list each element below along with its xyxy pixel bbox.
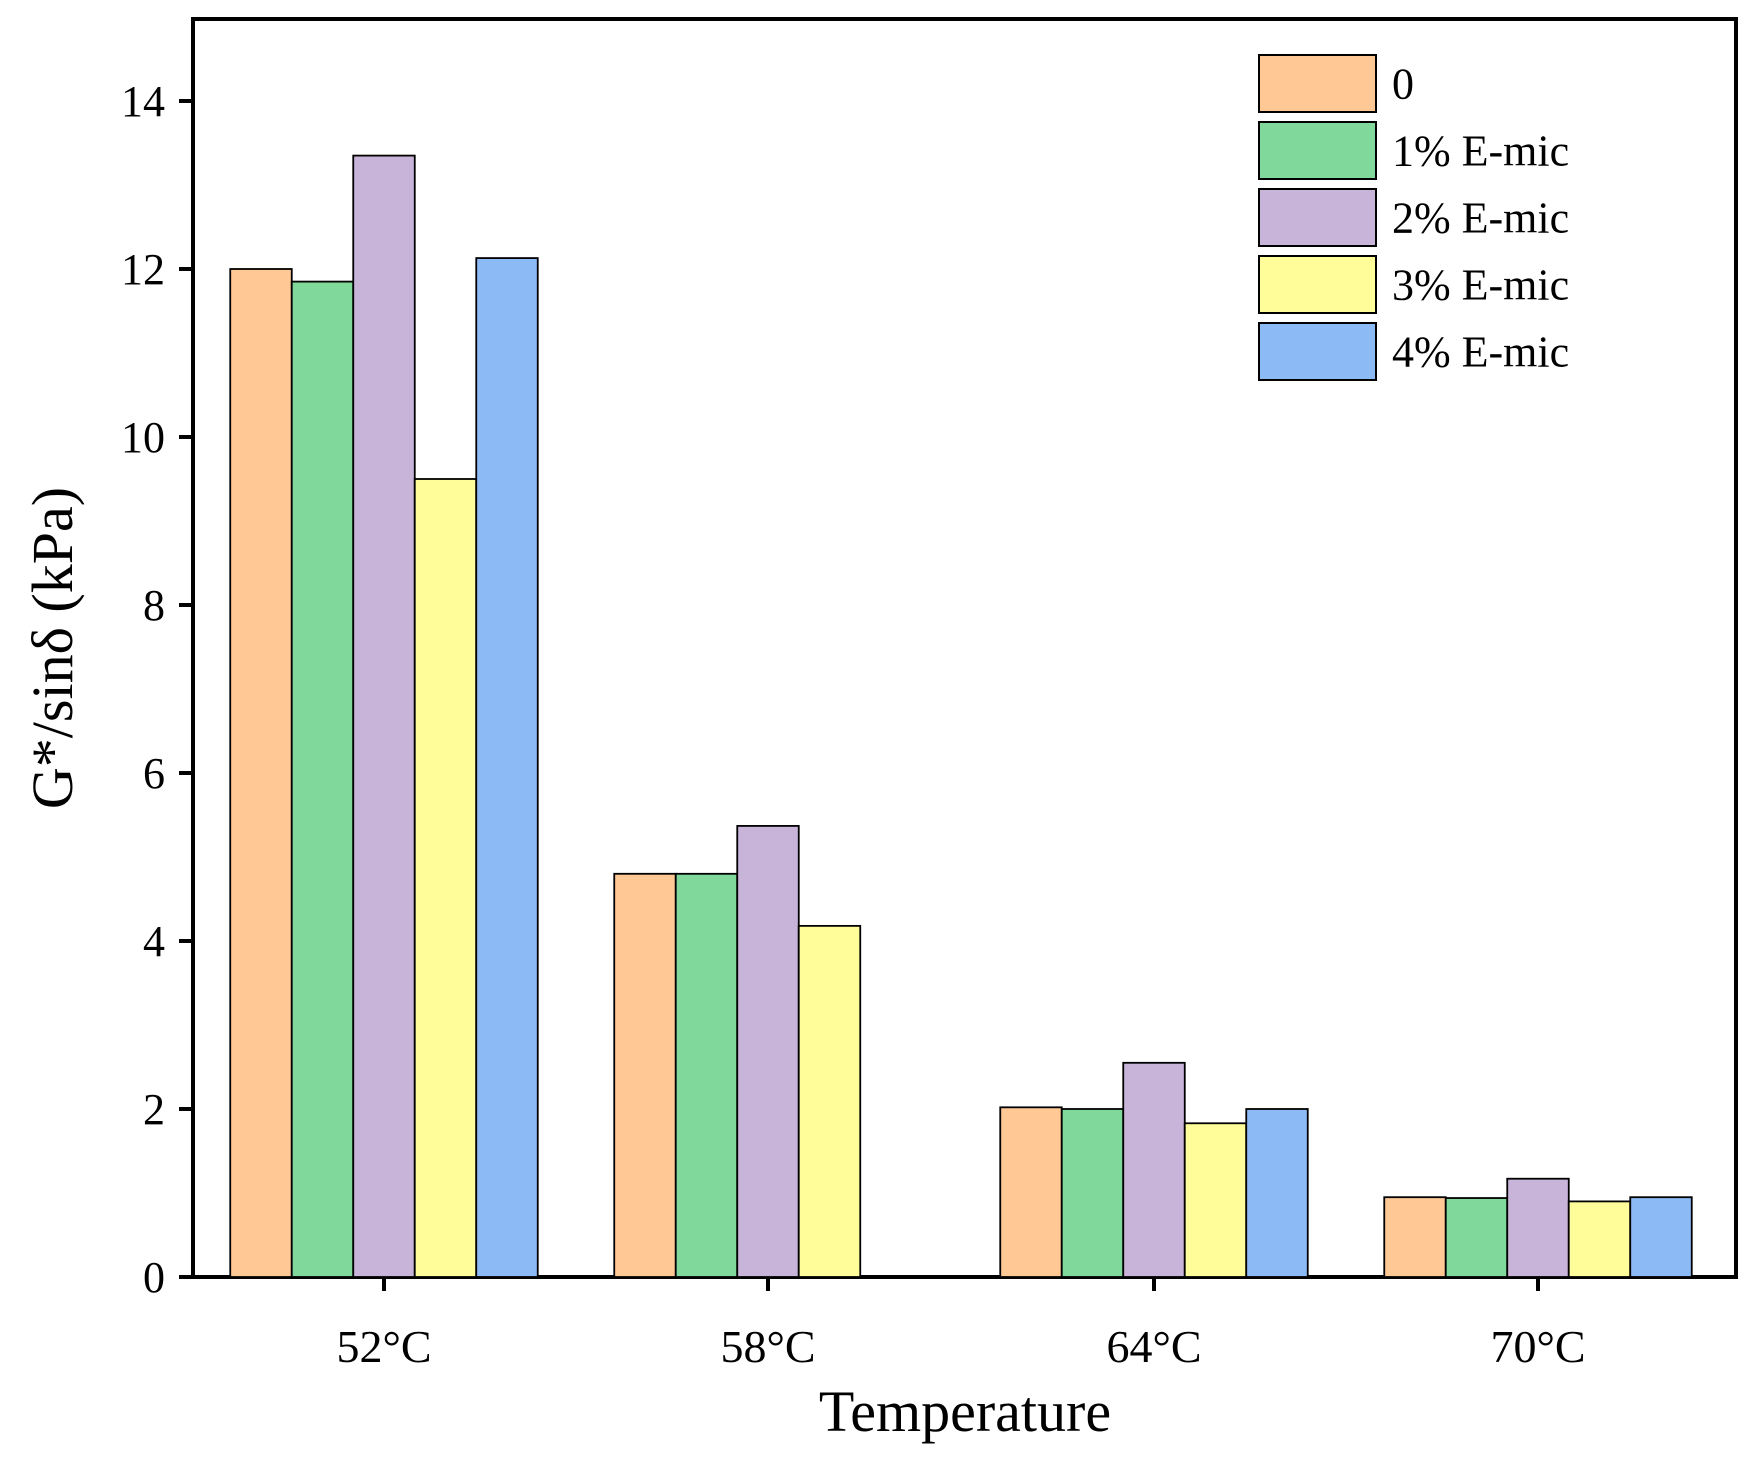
bars-group (229, 154, 1693, 1278)
legend-label-3: 3% E-mic (1392, 261, 1569, 310)
bar-70C-series-2 (1506, 1177, 1570, 1278)
y-tick-label: 0 (143, 1253, 165, 1302)
bar-64C-series-1 (1060, 1108, 1125, 1278)
bar-58C-series-0 (613, 872, 677, 1278)
legend-label-4: 4% E-mic (1392, 328, 1569, 377)
bar-52C-series-0 (229, 268, 293, 1278)
bar-70C-series-4 (1629, 1196, 1693, 1278)
legend-swatch-0 (1258, 54, 1377, 113)
bar-58C-series-1 (674, 872, 739, 1278)
plot-frame (191, 17, 1738, 1279)
bar-52C-series-2 (352, 154, 416, 1278)
y-tick-label: 2 (143, 1085, 165, 1134)
legend-label-2: 2% E-mic (1392, 194, 1569, 243)
y-tick-label: 12 (121, 245, 165, 294)
bar-52C-series-3 (413, 478, 478, 1278)
bar-58C-series-3 (797, 924, 862, 1278)
x-tick-label: 64°C (1106, 1321, 1201, 1372)
legend-swatch-2 (1258, 188, 1377, 247)
y-tick-label: 6 (143, 749, 165, 798)
y-tick-label: 10 (121, 413, 165, 462)
legend-label-0: 0 (1392, 60, 1414, 109)
bar-52C-series-1 (290, 280, 355, 1278)
legend-swatch-3 (1258, 255, 1377, 314)
x-tick-label: 58°C (720, 1321, 815, 1372)
y-axis-title: G*/sinδ (kPa) (20, 487, 85, 809)
bar-70C-series-1 (1444, 1197, 1509, 1278)
legend: 0 1% E-mic 2% E-mic 3% E-mic 4% E-mic (1258, 54, 1569, 381)
x-tick-label: 70°C (1490, 1321, 1585, 1372)
y-tick-label: 4 (143, 917, 165, 966)
bar-70C-series-0 (1383, 1196, 1447, 1278)
bar-64C-series-3 (1183, 1122, 1248, 1278)
bar-64C-series-2 (1122, 1061, 1186, 1278)
bar-64C-series-4 (1245, 1108, 1309, 1278)
x-tick-label: 52°C (336, 1321, 431, 1372)
x-axis: 52°C 58°C 64°C 70°C (336, 1277, 1586, 1372)
y-tick-label: 8 (143, 581, 165, 630)
y-tick-label: 14 (121, 77, 165, 126)
bar-52C-series-4 (475, 257, 539, 1278)
legend-swatch-1 (1258, 121, 1377, 180)
bar-70C-series-3 (1567, 1200, 1632, 1278)
legend-swatch-4 (1258, 322, 1377, 381)
x-axis-title: Temperature (819, 1379, 1111, 1444)
y-axis: 0 2 4 6 8 10 12 14 (121, 77, 193, 1302)
bar-58C-series-2 (736, 825, 800, 1278)
legend-label-1: 1% E-mic (1392, 127, 1569, 176)
bar-64C-series-0 (999, 1106, 1063, 1278)
